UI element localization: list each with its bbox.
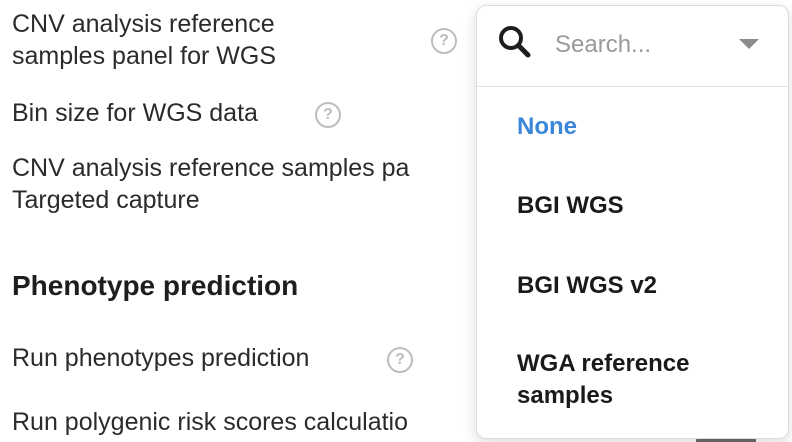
run-prs-label: Run polygenic risk scores calculatio [12, 408, 409, 436]
option-label-line2: samples [517, 382, 614, 409]
run-phenotypes-label: Run phenotypes prediction [12, 344, 310, 372]
search-input[interactable] [555, 28, 735, 62]
chevron-down-icon[interactable] [739, 39, 759, 49]
help-icon[interactable]: ? [387, 347, 413, 373]
cnv-wgs-label: CNV analysis reference samples panel for… [12, 8, 276, 72]
dropdown-option-bgi-wgs-v2[interactable]: BGI WGS v2 [517, 270, 767, 302]
option-label: None [517, 113, 577, 140]
option-label: BGI WGS [517, 192, 624, 219]
cnv-wgs-label-line1: CNV analysis reference [12, 10, 275, 38]
bin-size-label: Bin size for WGS data [12, 99, 258, 127]
dropdown-search-row[interactable] [477, 6, 788, 87]
help-icon[interactable]: ? [431, 28, 457, 54]
cnv-targeted-label-line2: Targeted capture [12, 186, 200, 214]
search-icon [499, 26, 531, 58]
cnv-wgs-label-line2: samples panel for WGS [12, 42, 276, 70]
dropdown-option-bgi-wgs[interactable]: BGI WGS [517, 190, 767, 222]
phenotype-section-title: Phenotype prediction [12, 270, 299, 301]
cnv-targeted-label-line1: CNV analysis reference samples pa [12, 154, 410, 182]
option-label-line1: WGA reference [517, 350, 690, 377]
dropdown-option-none[interactable]: None [517, 111, 767, 143]
cnv-targeted-label: CNV analysis reference samples pa Target… [12, 152, 409, 216]
help-icon[interactable]: ? [315, 102, 341, 128]
reference-panel-dropdown: None BGI WGS BGI WGS v2 WGA reference sa… [476, 5, 789, 439]
dropdown-option-wga-reference[interactable]: WGA reference samples [517, 348, 767, 412]
option-label: BGI WGS v2 [517, 272, 658, 299]
